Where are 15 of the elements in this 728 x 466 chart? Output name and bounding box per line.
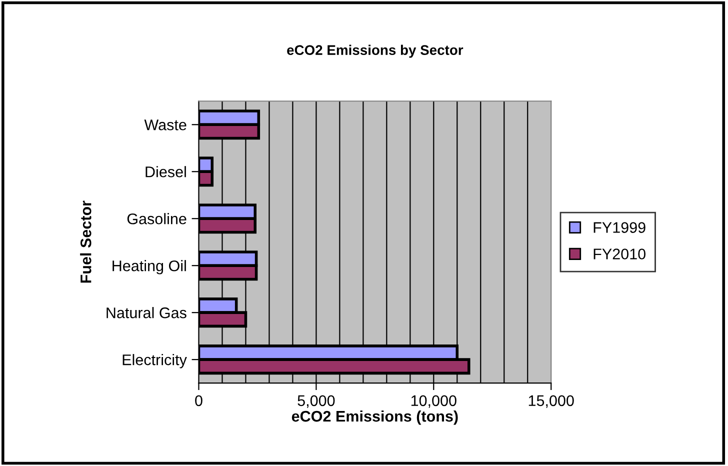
x-tick-label: 15,000 <box>528 395 574 408</box>
x-tick-label: 0 <box>195 395 202 406</box>
y-tick-label: Diesel <box>146 166 186 178</box>
chart-title: eCO2 Emissions by Sector <box>287 44 464 58</box>
y-tick-label: Electricity <box>122 354 187 368</box>
legend-label: FY2010 <box>594 248 646 260</box>
y-tick-label: Heating Oil <box>112 260 186 274</box>
y-tick-label: Waste <box>144 120 186 130</box>
x-tick-label: 10,000 <box>411 395 456 408</box>
x-tick-label: 5,000 <box>298 395 335 408</box>
y-tick-label: Gasoline <box>127 213 186 224</box>
legend-label: FY1999 <box>594 222 646 233</box>
x-axis-title: eCO2 Emissions (tons) <box>292 410 458 425</box>
y-tick-label: Natural Gas <box>106 307 186 318</box>
y-axis-title: Fuel Sector <box>80 200 92 283</box>
